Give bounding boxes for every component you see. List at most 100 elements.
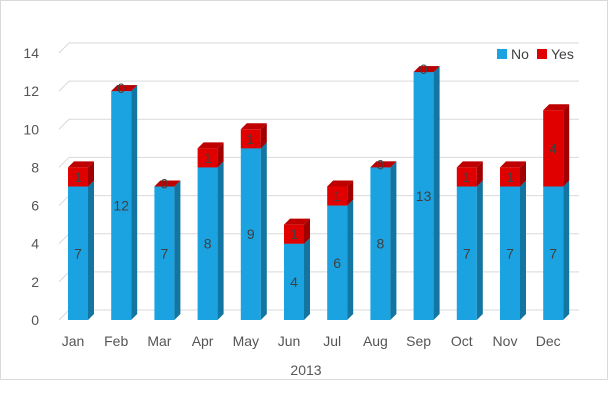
data-label-yes-sep: 0: [420, 61, 428, 77]
bar-front: [370, 167, 391, 320]
y-tick-label: 2: [31, 274, 39, 290]
data-label-no-jun: 4: [290, 274, 298, 290]
x-tick-label: Jun: [278, 333, 301, 349]
legend-label-yes: Yes: [551, 46, 574, 62]
bar-front: [456, 167, 477, 187]
x-tick-label: Apr: [192, 333, 214, 349]
bar-side: [520, 180, 526, 320]
y-tick-label: 12: [23, 83, 39, 99]
data-label-no-apr: 8: [204, 236, 212, 252]
bar-top: [111, 85, 138, 92]
bar-front: [284, 243, 304, 320]
bar-side: [88, 161, 94, 187]
data-label-no-oct: 7: [463, 245, 471, 261]
bar-front: [154, 186, 175, 320]
gridline: [58, 80, 579, 92]
x-tick-label: Sep: [406, 333, 431, 349]
x-tick-label: Jan: [62, 333, 85, 349]
data-label-no-aug: 8: [377, 236, 385, 252]
bar-front: [240, 148, 261, 320]
bar-side: [260, 123, 267, 149]
legend: No Yes: [497, 46, 574, 62]
bar-side: [520, 161, 526, 187]
bar-top: [500, 161, 526, 168]
gridline: [58, 156, 579, 168]
gridline: [58, 118, 579, 130]
bar-no-aug: [370, 161, 397, 320]
data-label-yes-feb: 0: [117, 80, 125, 96]
bar-side: [260, 142, 267, 320]
bar-side: [217, 142, 224, 168]
y-tick-label: 0: [31, 312, 39, 328]
bar-top: [327, 180, 354, 187]
data-label-no-may: 9: [247, 226, 255, 242]
data-label-no-mar: 7: [161, 245, 169, 261]
y-tick-label: 14: [23, 45, 39, 61]
bar-side: [563, 104, 570, 187]
bar-front: [68, 186, 88, 320]
bar-yes-aug: [370, 161, 397, 168]
chart-frame: 0 2 4 6 8 10 12 14 7 1 12 0 7 0 8 1 9 1 4 1 6 1 8 0 13 0 7 1 7 1 7 4 J…: [0, 0, 608, 380]
bar-top: [68, 161, 94, 168]
x-tick-label: Oct: [451, 333, 473, 349]
bar-top: [154, 180, 181, 187]
bar-side: [304, 237, 310, 320]
bar-side: [563, 180, 570, 320]
x-axis-title: 2013: [290, 362, 321, 378]
bar-no-apr: [197, 161, 224, 320]
bar-side: [390, 161, 397, 320]
x-tick-label: Nov: [493, 333, 518, 349]
x-tick-label: May: [233, 333, 259, 349]
bar-yes-apr: [197, 142, 224, 168]
bar-side: [88, 180, 94, 320]
bar-yes-feb: [111, 85, 138, 92]
gridline: [58, 42, 579, 54]
bar-yes-jul: [327, 180, 354, 206]
y-tick-label: 8: [31, 159, 39, 175]
bars: 7 1 12 0 7 0 8 1 9 1 4 1 6 1 8 0 13 0 7 1 7 1 7 4: [68, 61, 570, 321]
bar-front: [456, 186, 477, 320]
bar-side: [476, 161, 483, 187]
bar-top: [543, 104, 570, 111]
data-label-yes-mar: 0: [161, 176, 169, 192]
bar-yes-jan: [68, 161, 94, 187]
bar-top: [413, 66, 440, 73]
bar-yes-oct: [456, 161, 483, 187]
bar-side: [347, 180, 354, 206]
bar-top: [456, 161, 483, 168]
legend-swatch-yes: [537, 49, 547, 59]
data-label-yes-apr: 1: [204, 150, 212, 166]
data-label-no-sep: 13: [416, 188, 432, 204]
data-label-yes-nov: 1: [506, 169, 514, 185]
x-tick-label: Mar: [147, 333, 171, 349]
data-label-no-jul: 6: [333, 255, 341, 271]
bar-yes-may: [240, 123, 267, 149]
data-label-yes-jul: 1: [333, 188, 341, 204]
bar-top: [284, 218, 310, 225]
bar-front: [500, 167, 520, 187]
x-tick-label: Dec: [536, 333, 561, 349]
x-tick-label: Aug: [363, 333, 388, 349]
data-label-yes-dec: 4: [549, 140, 557, 156]
bar-front: [327, 186, 348, 206]
y-tick-label: 6: [31, 198, 39, 214]
data-label-no-nov: 7: [506, 245, 514, 261]
bar-front: [284, 224, 304, 244]
bar-side: [304, 218, 310, 244]
bar-top: [240, 123, 267, 130]
data-label-yes-jan: 1: [74, 169, 82, 185]
bar-front: [500, 186, 520, 320]
bar-yes-sep: [413, 66, 440, 73]
bar-front: [111, 91, 132, 321]
bar-top: [370, 161, 397, 168]
bar-side: [217, 161, 224, 320]
data-label-no-dec: 7: [549, 245, 557, 261]
bar-front: [240, 129, 261, 149]
bar-front: [543, 110, 564, 187]
data-label-no-jan: 7: [74, 245, 82, 261]
bar-front: [197, 148, 218, 168]
data-label-yes-oct: 1: [463, 169, 471, 185]
data-label-no-feb: 12: [113, 198, 129, 214]
bar-front: [543, 186, 564, 320]
bar-side: [347, 199, 354, 320]
